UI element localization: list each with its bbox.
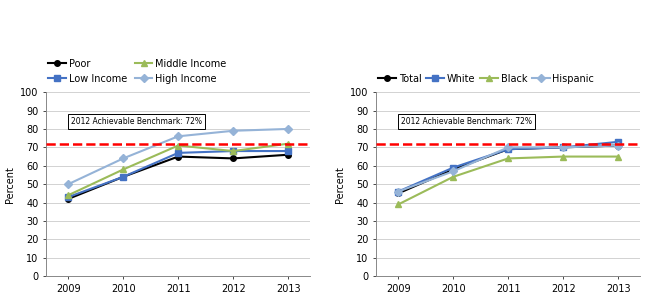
Poor <box>174 155 182 158</box>
Text: 2012 Achievable Benchmark: 72%: 2012 Achievable Benchmark: 72% <box>401 117 532 126</box>
High Income <box>119 157 127 160</box>
Line: Total: Total <box>395 143 621 196</box>
White <box>394 190 402 193</box>
Black <box>449 175 457 179</box>
Hispanic <box>614 144 622 147</box>
Hispanic <box>449 169 457 173</box>
Total <box>449 168 457 171</box>
Black <box>614 155 622 158</box>
Poor <box>64 197 72 201</box>
Total <box>504 147 512 151</box>
White <box>449 166 457 169</box>
Low Income <box>284 149 292 153</box>
Total <box>559 146 567 149</box>
Hispanic <box>559 146 567 149</box>
Line: White: White <box>395 139 621 194</box>
Total <box>614 144 622 147</box>
White <box>614 140 622 144</box>
Line: Middle Income: Middle Income <box>65 141 291 198</box>
Hispanic <box>394 190 402 193</box>
Line: Black: Black <box>395 154 621 207</box>
Low Income <box>229 149 237 153</box>
Legend: Poor, Low Income, Middle Income, High Income: Poor, Low Income, Middle Income, High In… <box>48 59 226 84</box>
Middle Income <box>284 142 292 146</box>
Low Income <box>119 175 127 179</box>
Poor <box>119 175 127 179</box>
Poor <box>284 153 292 157</box>
High Income <box>174 134 182 138</box>
Total <box>394 192 402 195</box>
Low Income <box>64 195 72 199</box>
Line: High Income: High Income <box>65 126 291 187</box>
Middle Income <box>229 149 237 153</box>
Line: Low Income: Low Income <box>65 148 291 200</box>
Hispanic <box>504 146 512 149</box>
Line: Poor: Poor <box>65 152 291 202</box>
Line: Hispanic: Hispanic <box>395 143 621 194</box>
High Income <box>229 129 237 133</box>
Poor <box>229 157 237 160</box>
Black <box>504 157 512 160</box>
Middle Income <box>119 168 127 171</box>
White <box>504 147 512 151</box>
Legend: Total, White, Black, Hispanic: Total, White, Black, Hispanic <box>378 74 594 84</box>
High Income <box>284 127 292 131</box>
High Income <box>64 182 72 186</box>
Middle Income <box>64 193 72 197</box>
White <box>559 146 567 149</box>
Middle Income <box>174 144 182 147</box>
Black <box>394 203 402 206</box>
Y-axis label: Percent: Percent <box>5 166 15 203</box>
Black <box>559 155 567 158</box>
Text: 2012 Achievable Benchmark: 72%: 2012 Achievable Benchmark: 72% <box>71 117 202 126</box>
Low Income <box>174 151 182 155</box>
Y-axis label: Percent: Percent <box>335 166 345 203</box>
